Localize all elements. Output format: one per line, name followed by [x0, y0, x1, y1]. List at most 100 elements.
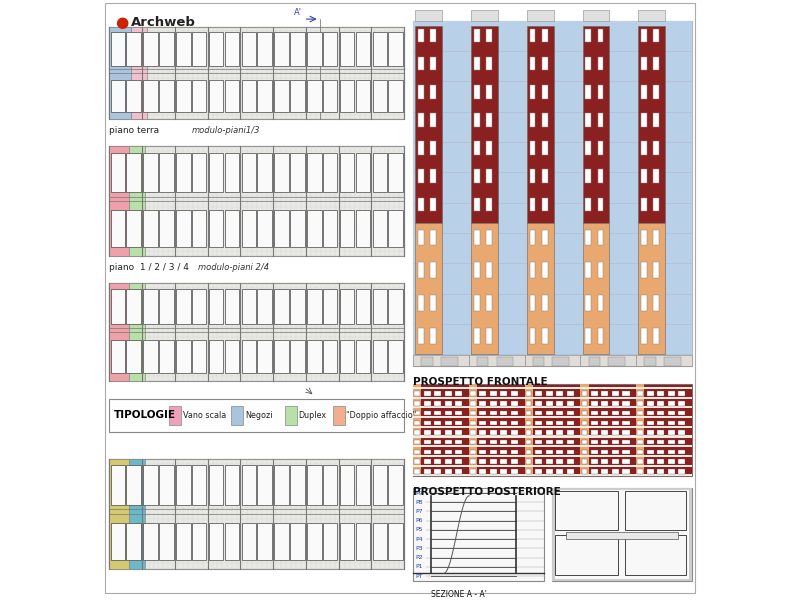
Bar: [542, 142, 548, 155]
Bar: [470, 450, 475, 454]
Bar: [258, 289, 272, 324]
Bar: [582, 411, 587, 415]
Bar: [445, 430, 452, 435]
Bar: [582, 401, 587, 406]
Bar: [580, 445, 589, 448]
Bar: [159, 340, 174, 373]
Bar: [654, 113, 659, 127]
Bar: [636, 455, 645, 457]
Bar: [413, 455, 692, 457]
Bar: [530, 57, 535, 70]
Bar: [242, 210, 256, 247]
Bar: [110, 458, 404, 569]
Bar: [526, 430, 531, 435]
Bar: [654, 230, 659, 245]
Bar: [110, 146, 404, 256]
Bar: [582, 450, 587, 454]
Bar: [242, 340, 256, 373]
Bar: [418, 328, 424, 344]
Bar: [641, 295, 647, 311]
Bar: [641, 57, 647, 70]
Bar: [552, 488, 554, 581]
Bar: [580, 464, 589, 467]
Bar: [535, 440, 542, 445]
Bar: [231, 406, 243, 425]
Bar: [356, 465, 370, 505]
Bar: [413, 464, 692, 467]
Bar: [307, 340, 322, 373]
Bar: [527, 223, 554, 354]
Bar: [525, 464, 533, 467]
Bar: [423, 411, 430, 415]
Bar: [340, 465, 354, 505]
Bar: [470, 469, 475, 473]
Bar: [356, 340, 370, 373]
Bar: [159, 289, 174, 324]
Bar: [423, 469, 430, 473]
Bar: [657, 411, 664, 415]
Bar: [530, 295, 535, 311]
Bar: [290, 210, 305, 247]
Bar: [470, 421, 475, 425]
Bar: [430, 142, 436, 155]
Bar: [474, 230, 480, 245]
Bar: [526, 440, 531, 445]
Bar: [542, 113, 548, 127]
Bar: [470, 440, 475, 445]
Bar: [526, 391, 531, 396]
Bar: [622, 469, 630, 473]
Bar: [645, 357, 656, 366]
Bar: [657, 391, 664, 396]
Bar: [176, 32, 190, 65]
Bar: [290, 32, 305, 65]
Bar: [654, 197, 659, 211]
Bar: [307, 289, 322, 324]
Bar: [413, 455, 422, 457]
Bar: [192, 289, 206, 324]
Bar: [258, 32, 272, 65]
Bar: [434, 391, 442, 396]
Bar: [654, 29, 659, 43]
Bar: [535, 430, 542, 435]
Bar: [612, 421, 619, 425]
Bar: [546, 421, 553, 425]
Bar: [591, 421, 598, 425]
Bar: [526, 401, 531, 406]
Bar: [556, 460, 563, 464]
Bar: [455, 469, 462, 473]
Bar: [638, 430, 642, 435]
Bar: [176, 289, 190, 324]
Bar: [441, 357, 458, 366]
Text: P2: P2: [415, 555, 423, 560]
Bar: [580, 387, 589, 389]
Bar: [542, 197, 548, 211]
Bar: [323, 289, 338, 324]
Bar: [535, 391, 542, 396]
Bar: [486, 113, 492, 127]
Bar: [225, 152, 239, 192]
Bar: [413, 436, 422, 437]
Bar: [486, 29, 492, 43]
Bar: [668, 440, 674, 445]
Bar: [455, 421, 462, 425]
Bar: [646, 469, 654, 473]
Bar: [479, 460, 486, 464]
Bar: [638, 391, 642, 396]
Bar: [126, 80, 141, 112]
Bar: [110, 27, 404, 119]
Bar: [176, 210, 190, 247]
Bar: [469, 475, 478, 476]
Bar: [646, 391, 654, 396]
Bar: [445, 440, 452, 445]
Bar: [479, 430, 486, 435]
Bar: [638, 460, 642, 464]
Bar: [586, 113, 591, 127]
Bar: [445, 450, 452, 454]
Bar: [511, 460, 518, 464]
Bar: [542, 85, 548, 98]
Bar: [290, 80, 305, 112]
Bar: [500, 391, 507, 396]
Bar: [413, 488, 544, 581]
Bar: [469, 426, 478, 428]
Bar: [586, 142, 591, 155]
